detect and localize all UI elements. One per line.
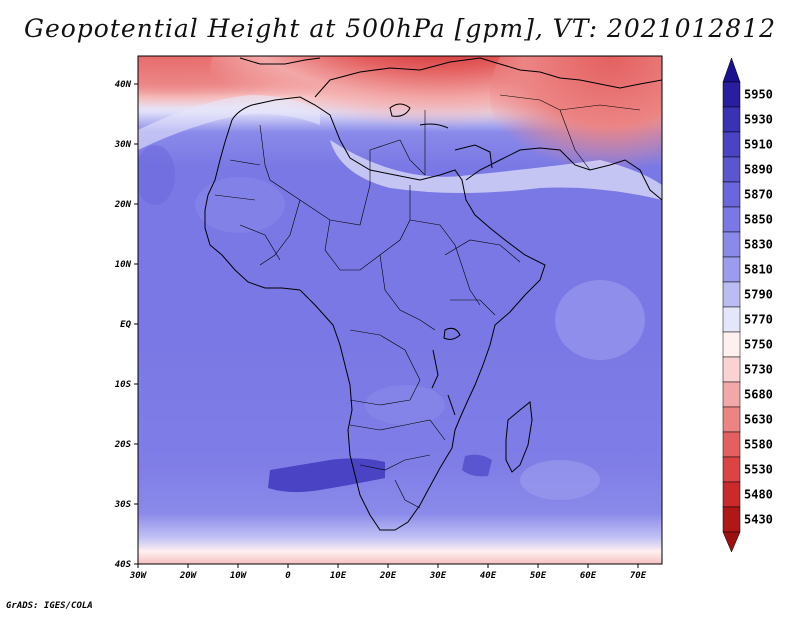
lat-label: EQ [120, 320, 131, 330]
colorbar-swatch [722, 481, 741, 508]
colorbar-swatch [722, 431, 741, 458]
lat-label: 40S [115, 560, 132, 570]
lon-label: 60E [580, 571, 597, 581]
colorbar-bottom-arrow [722, 531, 741, 553]
lon-ticks [137, 564, 639, 568]
colorbar-swatch [722, 231, 741, 258]
colorbar-swatch [722, 131, 741, 158]
map-frame [137, 55, 663, 565]
lon-label: 40E [480, 571, 497, 581]
colorbar-level-label: 5850 [744, 213, 773, 227]
colorbar-swatch [722, 506, 741, 533]
colorbar-swatch [722, 106, 741, 133]
colorbar-top-arrow [722, 57, 741, 83]
colorbar-level-label: 5630 [744, 413, 773, 427]
colorbar-swatch [722, 256, 741, 283]
colorbar-level-label: 5770 [744, 313, 773, 327]
colorbar-swatch [722, 331, 741, 358]
colorbar-level-label: 5930 [744, 113, 773, 127]
colorbar-swatch [722, 156, 741, 183]
colorbar-level-label: 5890 [744, 163, 773, 177]
colorbar-level-label: 5870 [744, 188, 773, 202]
height-field [138, 56, 662, 564]
lat-label: 10S [115, 380, 132, 390]
colorbar-swatch [722, 381, 741, 408]
coastlines [204, 57, 662, 531]
colorbar-swatch [722, 281, 741, 308]
lat-ticks [134, 83, 138, 565]
lon-label: 70E [630, 571, 647, 581]
colorbar-swatch [722, 181, 741, 208]
lakes [431, 327, 461, 416]
lon-label: 30E [429, 571, 447, 581]
lat-label: 40N [115, 80, 132, 90]
lon-label: 20E [379, 571, 397, 581]
map-title: Geopotential Height at 500hPa [gpm], VT:… [23, 14, 777, 43]
colorbar-swatch [722, 206, 741, 233]
colorbar: 5950 5930 5910 5890 5870 5850 5830 5810 5790 5770… [722, 57, 773, 553]
lat-label: 20N [114, 200, 132, 210]
colorbar-level-label: 5530 [744, 463, 773, 477]
colorbar-swatch [722, 406, 741, 433]
lon-label: 30W [129, 571, 148, 581]
colorbar-level-label: 5480 [744, 488, 773, 502]
lat-label: 30N [114, 140, 132, 150]
colorbar-level-label: 5680 [744, 388, 773, 402]
lon-label: 50E [530, 571, 547, 581]
colorbar-swatch [722, 456, 741, 483]
lon-axis: 30W 20W 10W 0 10E 20E 30E 40E 50E 60E 70… [129, 564, 647, 581]
colorbar-level-label: 5790 [744, 288, 773, 302]
colorbar-level-label: 5950 [744, 88, 773, 102]
colorbar-swatch [722, 356, 741, 383]
colorbar-swatch [722, 306, 741, 333]
grads-credit: GrADS: IGES/COLA [6, 601, 93, 611]
lon-label: 20W [179, 571, 198, 581]
colorbar-level-label: 5910 [744, 138, 773, 152]
colorbar-swatch [722, 81, 741, 108]
lat-label: 10N [115, 260, 132, 270]
colorbar-level-label: 5810 [744, 263, 773, 277]
lon-label: 10W [230, 571, 248, 581]
colorbar-level-label: 5830 [744, 238, 773, 252]
lon-label: 0 [285, 571, 291, 581]
lon-label: 10E [330, 571, 347, 581]
lat-axis: 40N 30N 20N 10N EQ 10S 20S 30S 40S [114, 80, 138, 570]
colorbar-level-label: 5430 [744, 513, 773, 527]
lat-label: 30S [114, 500, 132, 510]
country-borders [214, 94, 641, 509]
lat-label: 20S [114, 440, 132, 450]
colorbar-level-label: 5730 [744, 363, 773, 377]
colorbar-level-label: 5750 [744, 338, 773, 352]
colorbar-level-label: 5580 [744, 438, 773, 452]
